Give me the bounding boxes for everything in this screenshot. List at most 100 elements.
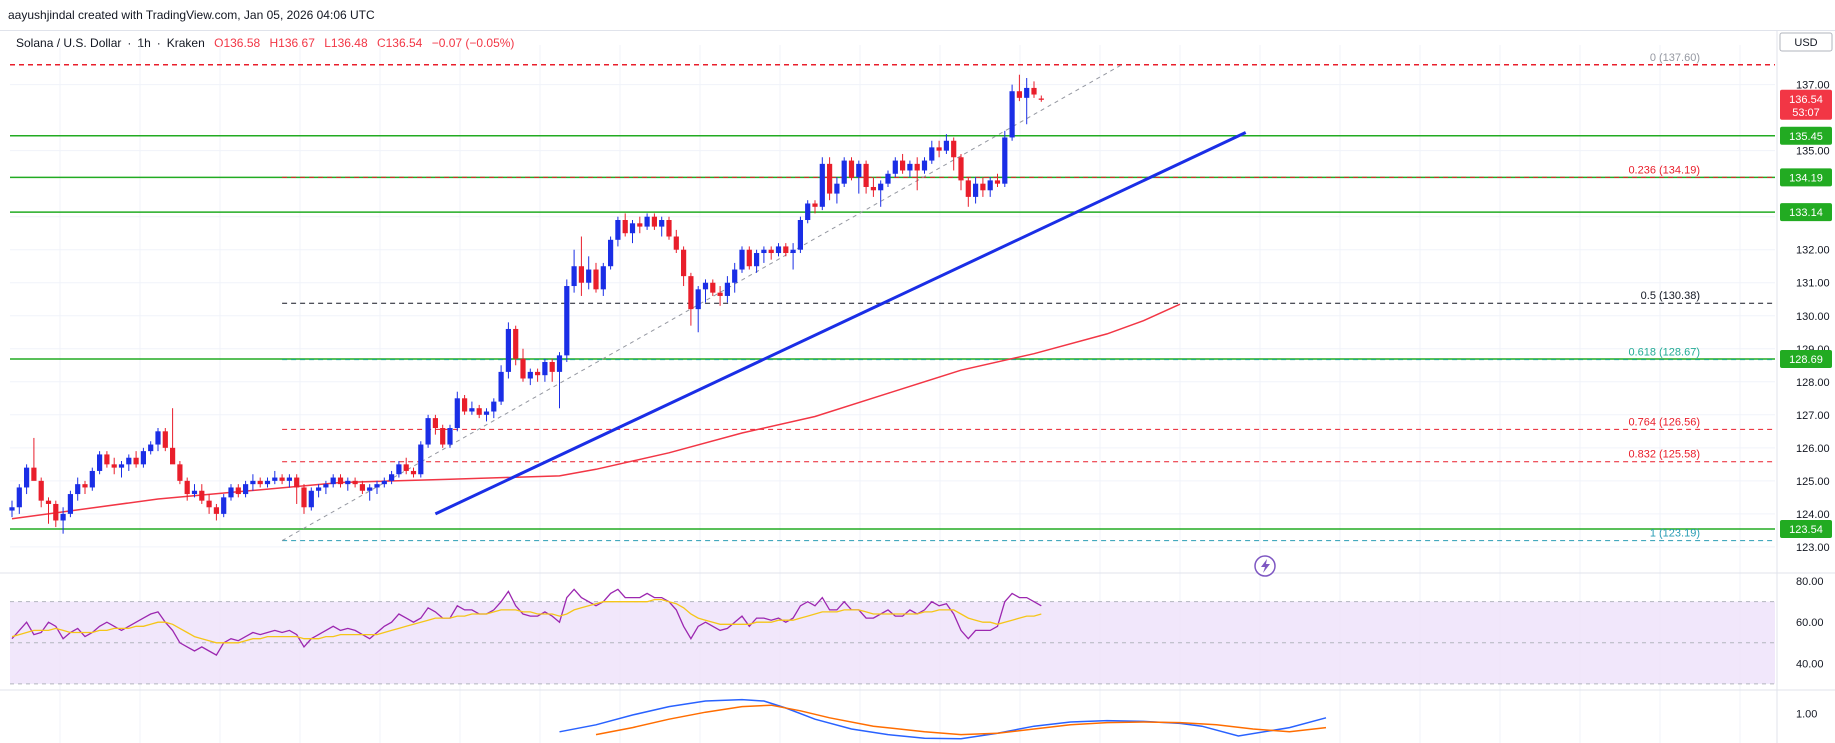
candle-body [140,451,146,465]
candle [206,494,212,514]
candle [359,480,365,495]
candle [82,480,88,495]
candle [374,480,380,495]
candle [681,246,687,287]
candle [1016,74,1022,102]
candle-body [454,398,460,429]
candle-body [9,507,15,511]
candle-body [980,183,986,191]
candle [381,477,387,488]
candle-body [206,500,212,508]
candle-body [170,447,176,465]
candle-body [673,236,679,250]
candle [848,157,855,181]
candle-body [732,269,738,283]
candle [929,140,935,164]
candle [199,484,205,504]
candle-body [111,464,117,468]
candle-body [257,480,263,485]
candle [812,200,818,214]
candle-body [148,444,154,452]
price-label-box [1780,126,1832,145]
price-tick-label: 132.00 [1796,245,1830,257]
candle [447,424,453,448]
candle-body [352,480,358,485]
candle-body [608,239,614,267]
candle [1031,81,1037,98]
candle-body [805,203,811,220]
candle [140,447,146,468]
candle [578,236,584,296]
candle-body [644,216,650,227]
candle [279,474,285,485]
candle-body [994,180,1001,184]
candle [491,398,497,419]
candle-body [907,163,913,171]
candle-body [126,457,132,465]
candle [425,414,431,448]
candle-body [943,140,949,151]
candle [24,464,30,495]
candle [432,414,438,435]
candle-body [542,361,548,376]
candle-body [469,408,475,412]
price-label: 133.14 [1789,207,1823,219]
candle [454,391,460,432]
candle [1002,130,1008,187]
candle [921,157,928,174]
price-tick-label: 135.00 [1796,146,1830,158]
candle-body [637,223,643,227]
candle-body [746,249,752,267]
candle-body [615,220,621,240]
candle [352,477,358,488]
candle-body [819,163,825,207]
candle [308,487,314,511]
candle [783,243,789,257]
candle-body [24,467,30,488]
candle-body [914,163,920,171]
symbol-legend: Solana / U.S. Dollar · 1h · Kraken O136.58 H… [16,36,520,50]
candle [856,160,862,194]
legend-interval: 1h [137,36,151,50]
candle-body [286,477,292,481]
candle [629,220,636,244]
price-label-box [1780,350,1832,369]
candle-body [812,203,818,207]
candle [264,477,271,488]
candle [111,457,117,475]
fib-level-label: 0.832 (125.58) [1628,449,1700,461]
candle [418,441,424,478]
candle [878,180,884,207]
candle-body [104,454,110,465]
candle-body [213,507,219,514]
candle [53,500,59,528]
candle-body [498,371,504,402]
fib-level-label: 0.618 (128.67) [1628,347,1700,359]
fib-level-label: 0.236 (134.19) [1628,164,1700,176]
candle [513,325,519,366]
candle-body [462,398,468,412]
candle-body [688,276,694,310]
candle-body [1024,87,1030,98]
candle-body [367,487,373,491]
candle-body [389,474,395,481]
candle [841,157,847,187]
candle-body [323,484,329,488]
candle-body [600,266,606,290]
candle [520,348,526,382]
candle [564,279,570,362]
candle [440,424,446,448]
price-label-box [1780,203,1832,222]
candle [505,322,511,379]
candle-body [476,408,482,415]
candle [549,358,555,382]
bar-countdown: 53:07 [1792,107,1820,119]
candle-body [345,480,351,485]
candle [316,484,322,498]
candle-body [308,490,314,508]
candle-body [425,418,431,445]
candle-body [827,163,833,194]
candle [885,170,891,187]
candle [659,216,665,237]
